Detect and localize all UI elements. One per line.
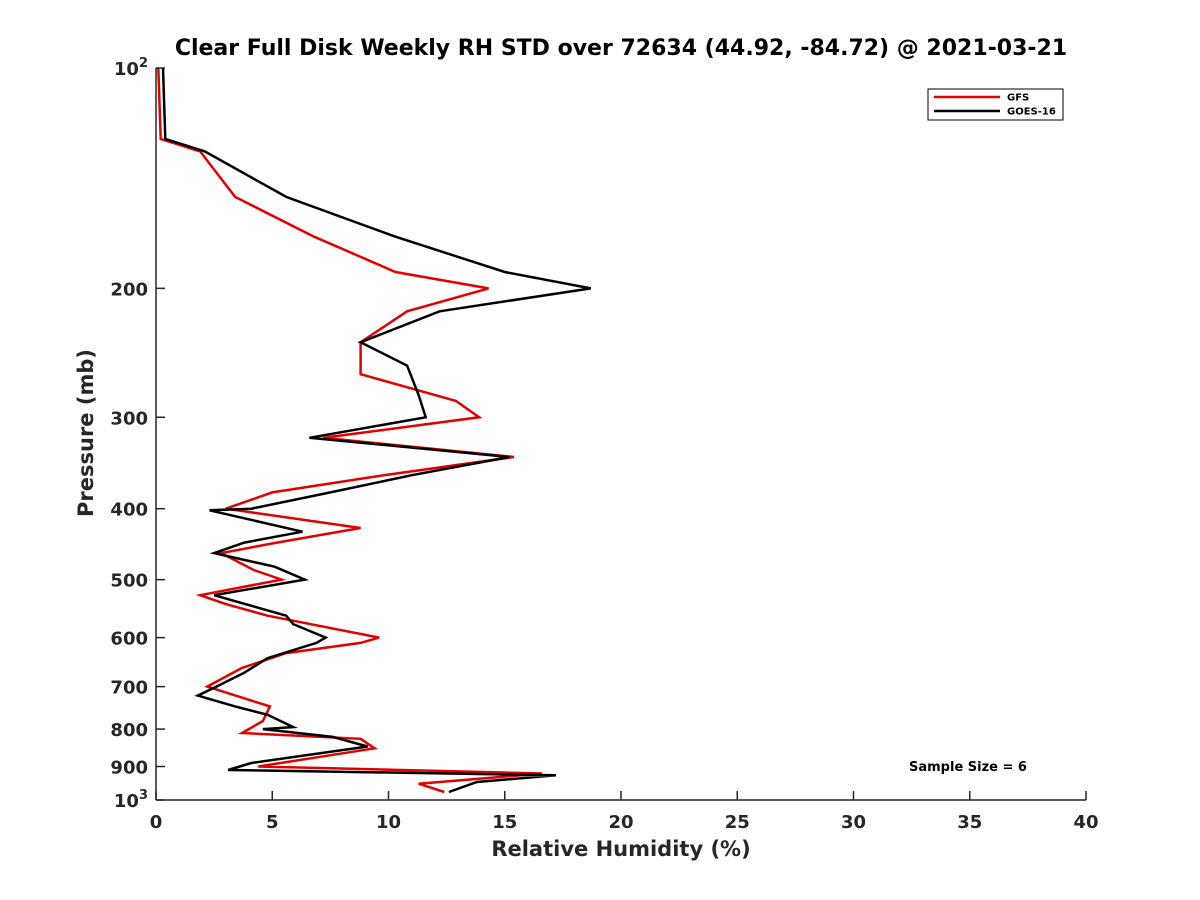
y-tick-label: 300 [110,408,148,429]
x-tick-label: 25 [725,812,750,833]
series-line-gfs [157,67,543,794]
x-tick-label: 5 [266,812,279,833]
y-tick-label: 900 [110,758,148,779]
chart-title: Clear Full Disk Weekly RH STD over 72634… [175,36,1067,61]
x-tick-label: 35 [957,812,982,833]
y-axis-label: Pressure (mb) [74,349,98,517]
y-tick-label: 600 [110,629,148,650]
legend-label-gfs: GFS [1007,93,1029,104]
x-tick-label: 20 [608,812,633,833]
x-tick-label: 30 [841,812,866,833]
x-tick-label: 15 [492,812,517,833]
series-line-goes16 [161,67,592,794]
x-tick-label: 10 [376,812,401,833]
y-tick-label: 200 [110,279,148,300]
y-tick-label: 103 [114,788,148,812]
legend-box [927,88,1064,121]
y-tick-label: 800 [110,720,148,741]
x-tick-label: 0 [150,812,163,833]
y-tick-label: 102 [114,56,148,80]
x-tick-label: 40 [1073,812,1098,833]
y-tick-label: 500 [110,571,148,592]
legend: GFS GOES-16 [927,88,1064,121]
y-tick-label: 400 [110,500,148,521]
legend-label-goes16: GOES-16 [1007,107,1056,118]
sample-size-annotation: Sample Size = 6 [909,760,1027,775]
series-layer [157,67,592,794]
axes-layer: 0 5 10 15 20 25 30 35 40 102 200 300 400 500 600 700 800… [110,56,1098,833]
y-tick-label: 700 [110,678,148,699]
x-axis-label: Relative Humidity (%) [491,837,750,861]
